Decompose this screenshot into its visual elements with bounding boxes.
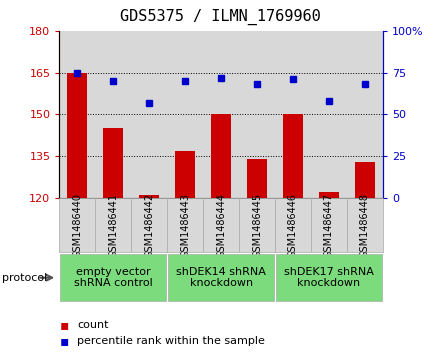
Text: ▪: ▪: [59, 318, 69, 332]
Text: GSM1486448: GSM1486448: [360, 192, 370, 258]
Text: shDEK14 shRNA
knockdown: shDEK14 shRNA knockdown: [176, 267, 266, 289]
Text: percentile rank within the sample: percentile rank within the sample: [77, 336, 265, 346]
Bar: [283, 114, 303, 198]
Text: shDEK17 shRNA
knockdown: shDEK17 shRNA knockdown: [284, 267, 374, 289]
Text: ▪: ▪: [59, 334, 69, 348]
Bar: [175, 151, 195, 198]
Bar: [60, 254, 166, 301]
Text: protocol: protocol: [2, 273, 48, 283]
Bar: [203, 31, 239, 198]
Bar: [239, 31, 275, 198]
Bar: [347, 31, 383, 198]
Text: GSM1486447: GSM1486447: [324, 192, 334, 258]
Text: empty vector
shRNA control: empty vector shRNA control: [74, 267, 153, 289]
Text: GSM1486441: GSM1486441: [108, 192, 118, 258]
Text: GSM1486440: GSM1486440: [72, 192, 82, 258]
Bar: [131, 198, 167, 252]
Bar: [167, 31, 203, 198]
Bar: [168, 254, 274, 301]
Text: GSM1486442: GSM1486442: [144, 192, 154, 258]
Bar: [67, 73, 87, 198]
Bar: [203, 198, 239, 252]
Bar: [95, 31, 131, 198]
Bar: [59, 198, 95, 252]
Bar: [276, 254, 382, 301]
Text: GDS5375 / ILMN_1769960: GDS5375 / ILMN_1769960: [120, 9, 320, 25]
Bar: [311, 31, 347, 198]
Bar: [247, 159, 267, 198]
Bar: [103, 128, 123, 198]
Bar: [355, 162, 375, 198]
Bar: [311, 198, 347, 252]
Bar: [319, 192, 339, 198]
Bar: [131, 31, 167, 198]
Bar: [167, 198, 203, 252]
Text: GSM1486444: GSM1486444: [216, 192, 226, 258]
Text: GSM1486446: GSM1486446: [288, 192, 298, 258]
Bar: [275, 31, 311, 198]
Bar: [211, 114, 231, 198]
Bar: [59, 31, 95, 198]
Bar: [275, 198, 311, 252]
Text: count: count: [77, 320, 109, 330]
Text: GSM1486445: GSM1486445: [252, 192, 262, 258]
Bar: [347, 198, 383, 252]
Bar: [139, 195, 159, 198]
Bar: [239, 198, 275, 252]
Bar: [95, 198, 131, 252]
Text: GSM1486443: GSM1486443: [180, 192, 190, 258]
